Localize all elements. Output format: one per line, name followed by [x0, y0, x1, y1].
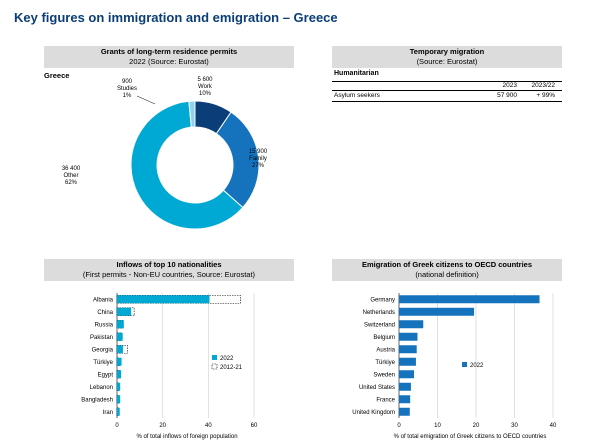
inflows-category-label: Türkiye: [93, 360, 113, 366]
temporary-title: Temporary migration: [409, 47, 485, 56]
temporary-row-value: 57 900: [497, 92, 517, 99]
emigration-category-label: Austria: [376, 347, 395, 353]
inflows-category-label: China: [97, 310, 113, 316]
inflows-category-label: Russia: [95, 322, 114, 328]
inflows-bar-2022: [117, 332, 123, 341]
temporary-col-change: 2023/22: [531, 82, 556, 89]
permits-header: Grants of long-term residence permits 20…: [44, 46, 294, 68]
emigration-x-tick: 30: [511, 423, 518, 429]
emigration-bar-2022: [399, 345, 417, 354]
donut-label-family: 15 900 Family 27%: [249, 149, 268, 169]
emigration-category-label: Türkiye: [375, 360, 395, 366]
permits-subtitle: 2022 (Source: Eurostat): [129, 57, 209, 66]
emigration-bar-2022: [399, 407, 410, 416]
emigration-bar-2022: [399, 357, 416, 366]
inflows-bar-2022: [117, 395, 121, 404]
inflows-header: Inflows of top 10 nationalities (First p…: [44, 259, 294, 281]
emigration-title: Emigration of Greek citizens to OECD cou…: [361, 260, 533, 269]
emigration-header: Emigration of Greek citizens to OECD cou…: [332, 259, 562, 281]
inflows-subtitle: (First permits - Non-EU countries, Sourc…: [82, 270, 256, 279]
emigration-category-label: United Kingdom: [352, 410, 395, 416]
inflows-bar-2022: [117, 307, 132, 316]
emigration-bar-2022: [399, 320, 424, 329]
inflows-bar-2022: [117, 357, 122, 366]
temporary-mid-rule: [332, 90, 562, 91]
donut-label-studies: 900 Studies 1%: [117, 79, 137, 99]
donut-leader-line: [136, 95, 156, 105]
inflows-category-label: Georgia: [92, 347, 114, 353]
emigration-x-axis-label: % of total emigration of Greek citizens …: [394, 434, 547, 440]
inflows-x-tick: 20: [159, 423, 166, 429]
inflows-x-axis-label: % of total inflows of foreign population: [136, 434, 237, 440]
emigration-subtitle: (national definition): [415, 270, 479, 279]
temporary-section-label: Humanitarian: [334, 70, 379, 77]
donut-slice-other: [130, 100, 244, 230]
inflows-x-tick: 40: [205, 423, 212, 429]
inflows-category-label: Lebanon: [90, 385, 113, 391]
emigration-category-label: Germany: [370, 297, 395, 303]
permits-title: Grants of long-term residence permits: [100, 47, 238, 56]
emigration-legend-swatch-2022: [462, 362, 467, 367]
emigration-x-tick: 20: [473, 423, 480, 429]
emigration-category-label: Sweden: [373, 372, 395, 378]
emigration-category-label: United States: [359, 385, 395, 391]
emigration-bar-2022: [399, 370, 415, 379]
emigration-category-label: Switzerland: [364, 322, 395, 328]
inflows-bar-2022: [117, 295, 210, 304]
temporary-col-2023: 2023: [502, 82, 517, 89]
permits-country: Greece: [44, 71, 70, 80]
emigration-x-tick: 0: [397, 423, 401, 429]
emigration-bar-2022: [399, 382, 411, 391]
inflows-category-label: Bangladesh: [81, 397, 113, 403]
emigration-category-label: France: [376, 397, 395, 403]
emigration-x-tick: 40: [550, 423, 557, 429]
emigration-category-label: Netherlands: [363, 310, 395, 316]
inflows-x-tick: 60: [251, 423, 258, 429]
donut-label-work: 5 600 Work 10%: [197, 77, 213, 97]
inflows-bar-2022: [117, 407, 120, 416]
inflows-legend-swatch-2012-21: [211, 363, 218, 370]
temporary-subtitle: (Source: Eurostat): [416, 57, 478, 66]
temporary-row-label: Asylum seekers: [334, 92, 380, 99]
inflows-category-label: Iran: [103, 410, 113, 416]
emigration-bar-2022: [399, 295, 540, 304]
emigration-x-tick: 10: [434, 423, 441, 429]
temporary-bottom-rule: [332, 101, 562, 102]
inflows-bar-2022: [117, 370, 122, 379]
temporary-row-change: + 99%: [536, 92, 555, 99]
inflows-bar-2022: [117, 382, 121, 391]
emigration-category-label: Belgium: [373, 335, 395, 341]
inflows-legend-label-2022: 2022: [220, 356, 234, 362]
inflows-x-tick: 0: [115, 423, 119, 429]
inflows-category-label: Egypt: [98, 372, 114, 378]
inflows-legend-label-2012-21: 2012-21: [220, 365, 243, 371]
temporary-top-rule: [332, 81, 562, 82]
inflows-legend-swatch-2022: [212, 355, 217, 360]
emigration-bar-2022: [399, 332, 418, 341]
inflows-category-label: Pakistan: [90, 335, 113, 341]
donut-label-other: 36 400 Other 62%: [62, 166, 81, 186]
emigration-legend-label-2022: 2022: [470, 363, 484, 369]
inflows-bar-2022: [117, 320, 124, 329]
inflows-category-label: Albania: [93, 297, 114, 303]
inflows-title: Inflows of top 10 nationalities: [116, 260, 222, 269]
emigration-bar-2022: [399, 395, 411, 404]
temporary-header: Temporary migration (Source: Eurostat): [332, 46, 562, 68]
donut-slice-studies: [188, 100, 196, 128]
page-title: Key figures on immigration and emigratio…: [14, 10, 338, 25]
emigration-bar-2022: [399, 307, 475, 316]
inflows-bar-2022: [117, 345, 123, 354]
